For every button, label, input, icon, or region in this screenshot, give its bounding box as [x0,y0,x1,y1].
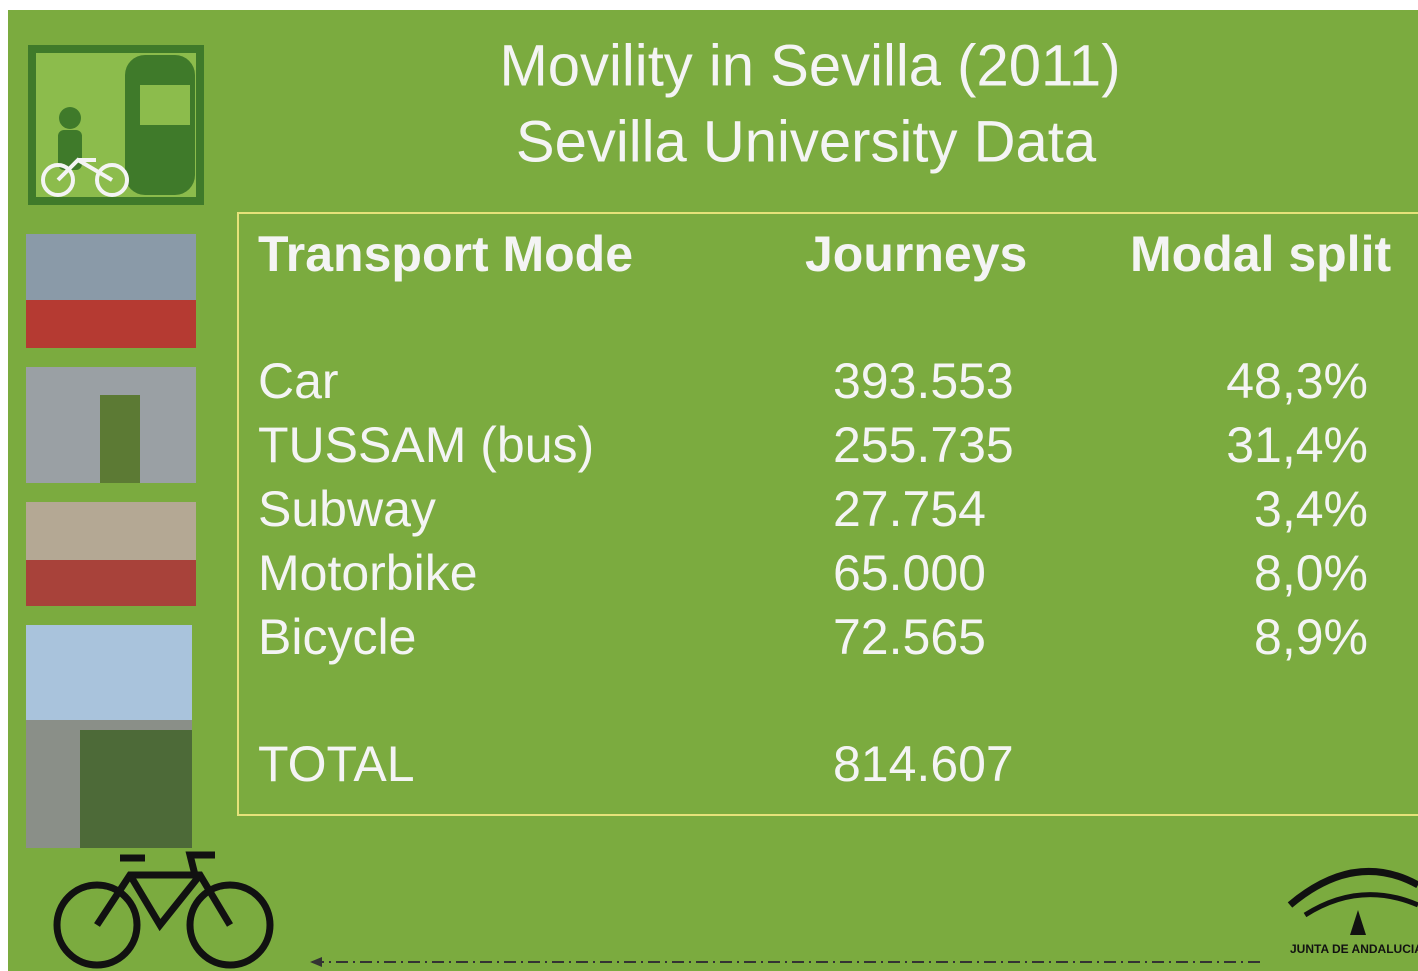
table-cell: 48,3% [1226,353,1368,409]
table-total: TOTAL [258,736,415,792]
table-cell: Bicycle [258,609,416,665]
table-cell: 27.754 [833,481,986,537]
table-cell: 3,4% [1254,481,1368,537]
table-header: Transport Mode [258,226,633,282]
table-cell: 31,4% [1226,417,1368,473]
photos [26,234,196,848]
table-cell: 255.735 [833,417,1014,473]
table-cell: 393.553 [833,353,1014,409]
table-header: Modal split [1130,226,1391,282]
slide: JUNTA DE ANDALUCIA Movility in Sevilla (… [0,0,1418,971]
subtitle: Sevilla University Data [516,109,1097,174]
table-cell: Motorbike [258,545,478,601]
logo-text: JUNTA DE ANDALUCIA [1290,942,1418,956]
mobility-icon [28,45,204,205]
table-cell: 72.565 [833,609,986,665]
table-cell: 8,0% [1254,545,1368,601]
table-cell: TUSSAM (bus) [258,417,594,473]
table-cell: 8,9% [1254,609,1368,665]
table-cell: 65.000 [833,545,986,601]
title: Movility in Sevilla (2011) [499,33,1120,98]
table-cell: Car [258,353,339,409]
table-total: 814.607 [833,736,1014,792]
table-header: Journeys [805,226,1027,282]
table-cell: Subway [258,481,436,537]
